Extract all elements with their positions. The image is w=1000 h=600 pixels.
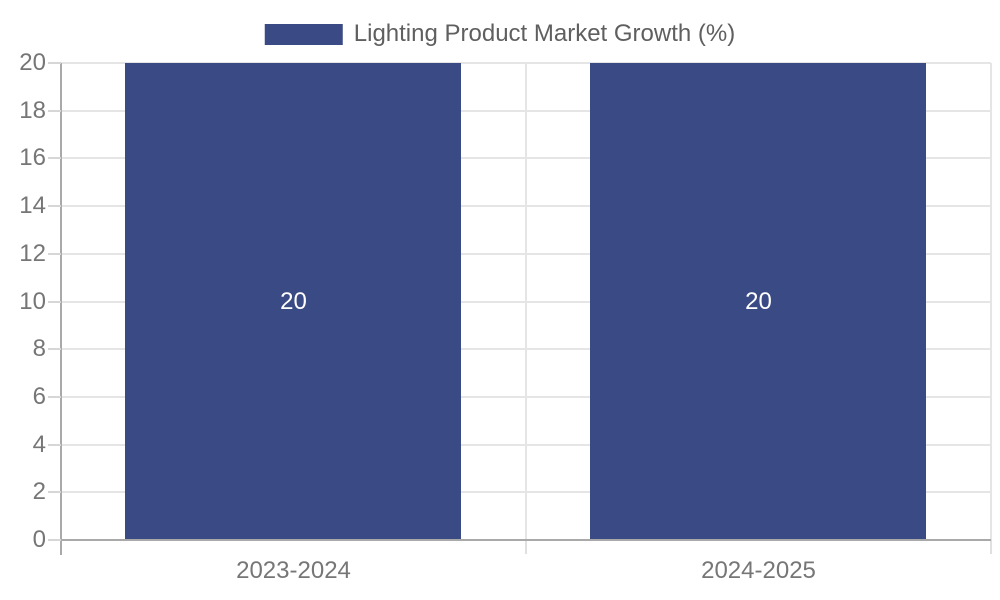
x-tick-label: 2024-2025 bbox=[701, 557, 816, 584]
y-tick-label: 10 bbox=[19, 287, 46, 315]
y-tick-mark bbox=[48, 252, 61, 255]
y-tick-label: 2 bbox=[32, 478, 46, 506]
y-tick-mark bbox=[48, 443, 61, 446]
plot-area: 20 20 bbox=[61, 62, 992, 540]
x-tick-mark bbox=[990, 540, 992, 554]
y-tick-label: 14 bbox=[19, 192, 46, 220]
y-tick-mark bbox=[48, 109, 61, 112]
y-axis-line bbox=[60, 63, 62, 555]
y-tick-label: 16 bbox=[19, 144, 46, 172]
bar-2024-2025[interactable] bbox=[590, 63, 927, 540]
x-tick-mark bbox=[525, 540, 527, 554]
y-tick-mark bbox=[48, 348, 61, 351]
legend-swatch-icon bbox=[264, 23, 343, 45]
y-tick-label: 0 bbox=[32, 526, 46, 553]
legend[interactable]: Lighting Product Market Growth (%) bbox=[264, 20, 736, 48]
bar-2023-2024[interactable] bbox=[125, 63, 462, 540]
y-tick-label: 6 bbox=[32, 382, 46, 410]
y-tick-label: 12 bbox=[19, 239, 46, 267]
y-tick-mark bbox=[48, 491, 61, 494]
v-gridline bbox=[525, 63, 527, 540]
y-tick-label: 4 bbox=[32, 430, 46, 458]
y-tick-mark bbox=[48, 300, 61, 303]
y-tick-mark bbox=[48, 62, 61, 64]
y-tick-label: 20 bbox=[19, 49, 46, 76]
y-tick-mark bbox=[48, 395, 61, 398]
bar-value-label: 20 bbox=[745, 287, 772, 315]
y-tick-mark bbox=[48, 539, 61, 541]
v-gridline bbox=[990, 63, 992, 540]
bar-value-label: 20 bbox=[280, 287, 307, 315]
y-tick-mark bbox=[48, 205, 61, 208]
x-tick-label: 2023-2024 bbox=[236, 557, 351, 584]
x-axis-line bbox=[61, 539, 991, 541]
legend-label: Lighting Product Market Growth (%) bbox=[353, 20, 736, 47]
y-tick-label: 8 bbox=[32, 335, 46, 363]
y-tick-label: 18 bbox=[19, 96, 46, 124]
y-tick-mark bbox=[48, 157, 61, 160]
